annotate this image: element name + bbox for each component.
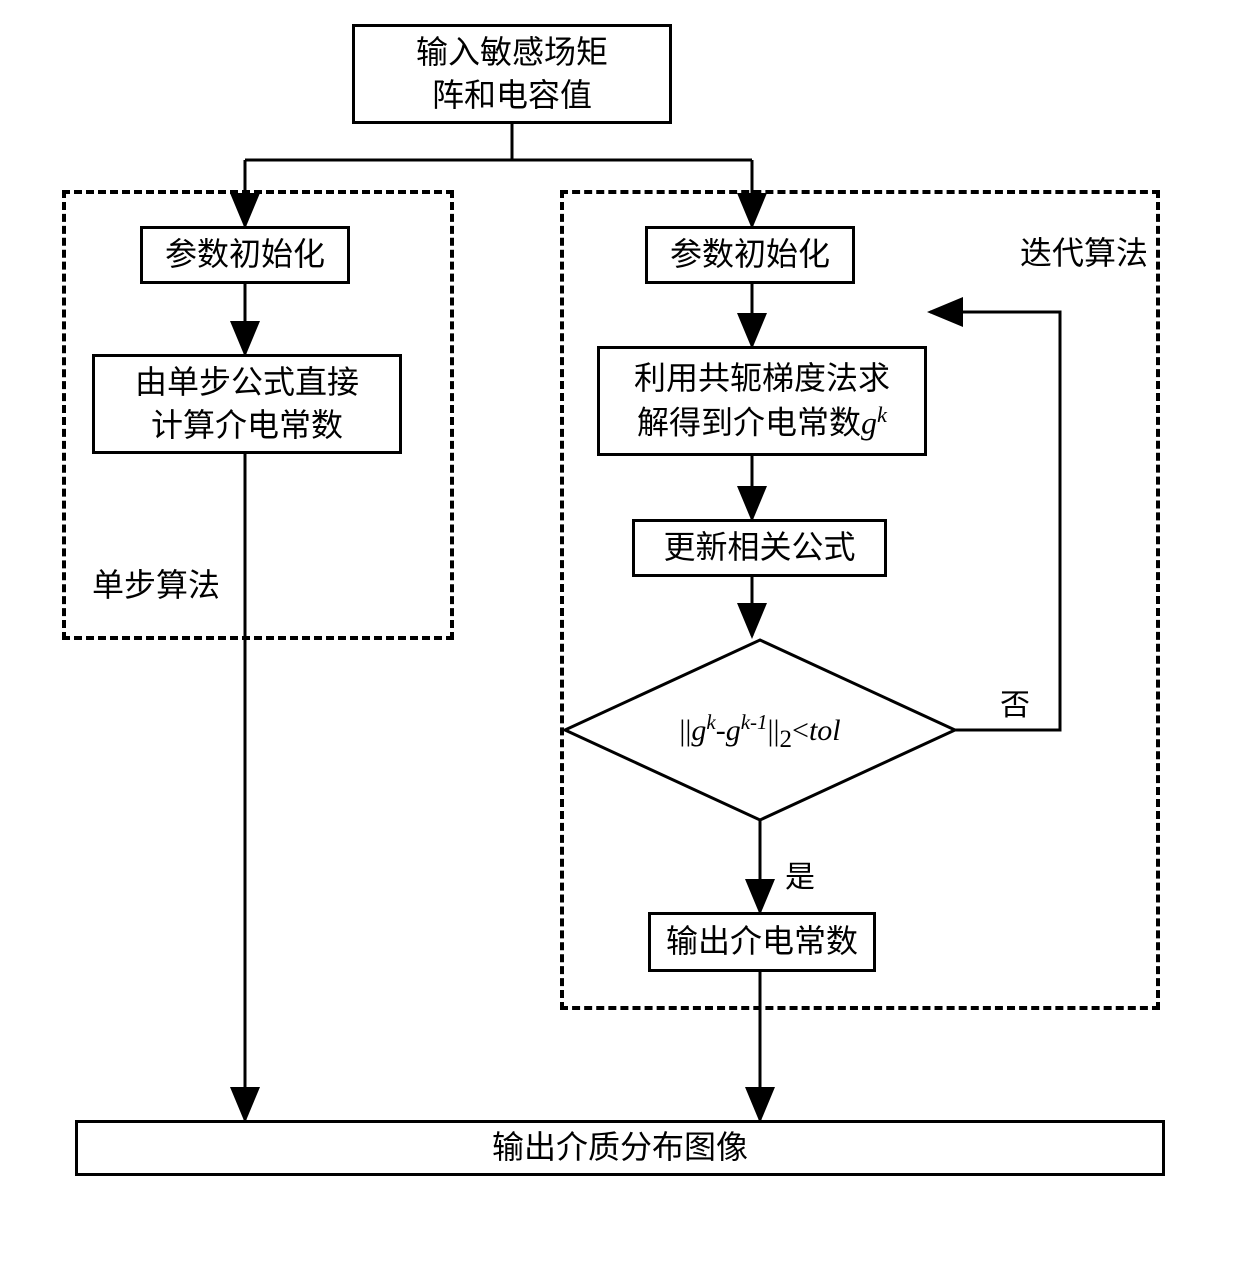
decision-text: ||gk-gk-1||2<tol xyxy=(565,710,955,754)
flow-svg xyxy=(0,0,1240,1271)
